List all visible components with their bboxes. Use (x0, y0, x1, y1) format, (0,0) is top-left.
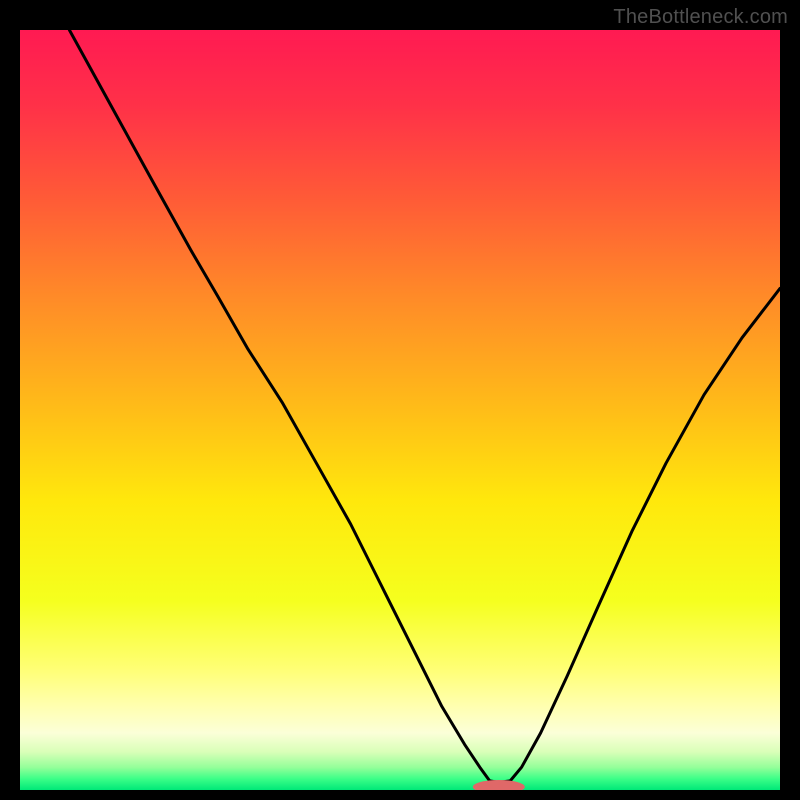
gradient-background (20, 30, 780, 790)
chart-frame: TheBottleneck.com (0, 0, 800, 800)
plot-svg (20, 30, 780, 790)
plot-area (20, 30, 780, 790)
watermark-text: TheBottleneck.com (613, 6, 788, 29)
